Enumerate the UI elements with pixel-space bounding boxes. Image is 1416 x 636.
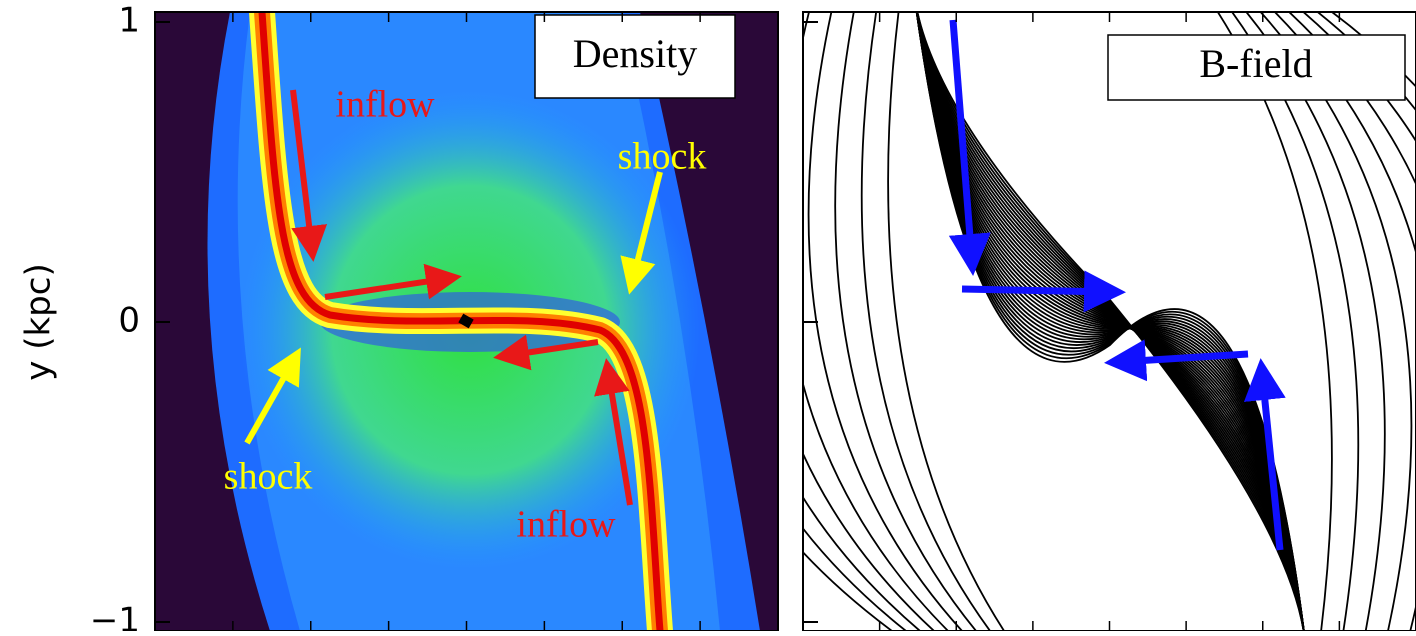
figure: Density inflow shock shock inflow B-fiel… (0, 0, 1416, 631)
y-tick-label: 0 (118, 301, 140, 341)
panel-label: Density (573, 31, 697, 76)
annotation: inflow (516, 504, 616, 546)
annotation: shock (224, 456, 313, 498)
y-tick-label: 1 (118, 1, 140, 41)
axis-label: y (kpc) (19, 263, 59, 380)
y-tick-label: −1 (90, 601, 140, 632)
annotation: inflow (335, 84, 435, 126)
panel-label: B-field (1199, 41, 1312, 86)
density-map (155, 12, 778, 631)
annotation: shock (618, 136, 707, 178)
